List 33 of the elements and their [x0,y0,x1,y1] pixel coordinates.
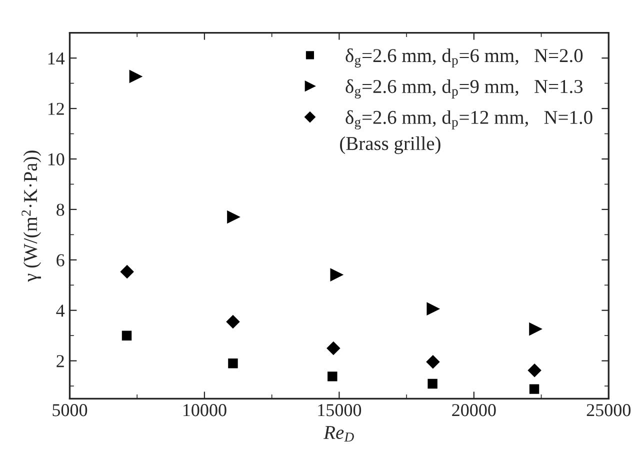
y-tick-label: 10 [48,153,64,166]
y-tick-label: 12 [48,102,64,115]
point [120,265,134,278]
x-tick-label: 20000 [452,404,496,416]
point [122,330,132,340]
point [227,210,240,224]
x-tick-label: 15000 [318,404,362,416]
y-tick-label: 4 [56,304,65,317]
point [330,268,343,282]
x-axis-title: Re$_{D}$ [324,426,354,442]
point [428,378,438,389]
point [528,364,542,377]
legend-label: δ$_{g}$=2.6 mm, d$_{p}$=9 mm, N=1.3 [346,79,583,99]
point [426,302,440,316]
point [226,315,240,328]
point [228,358,238,368]
y-tick-label: 2 [56,355,64,368]
x-tick-label: 10000 [183,404,226,416]
point [529,384,540,394]
x-tick-label: 25000 [586,404,631,416]
point [328,372,338,382]
point [426,355,440,368]
legend-label: δ$_{g}$=2.6 mm, d$_{p}$=12 mm, N=1.0 [346,110,592,130]
y-tick-label: 6 [56,254,64,266]
y-tick-label: 14 [48,52,65,64]
legend-label: δ$_{g}$=2.6 mm, d$_{p}$=6 mm, N=2.0 [346,48,583,68]
x-tick-label: 5000 [52,404,88,416]
annotation: (Brass grille) [340,136,440,154]
y-tick-label: 8 [56,204,64,216]
point [129,70,142,83]
point [326,342,340,355]
point [529,322,542,336]
y-axis-title: γ (W/(m$^{2}$·K·Pa)) [22,150,42,282]
